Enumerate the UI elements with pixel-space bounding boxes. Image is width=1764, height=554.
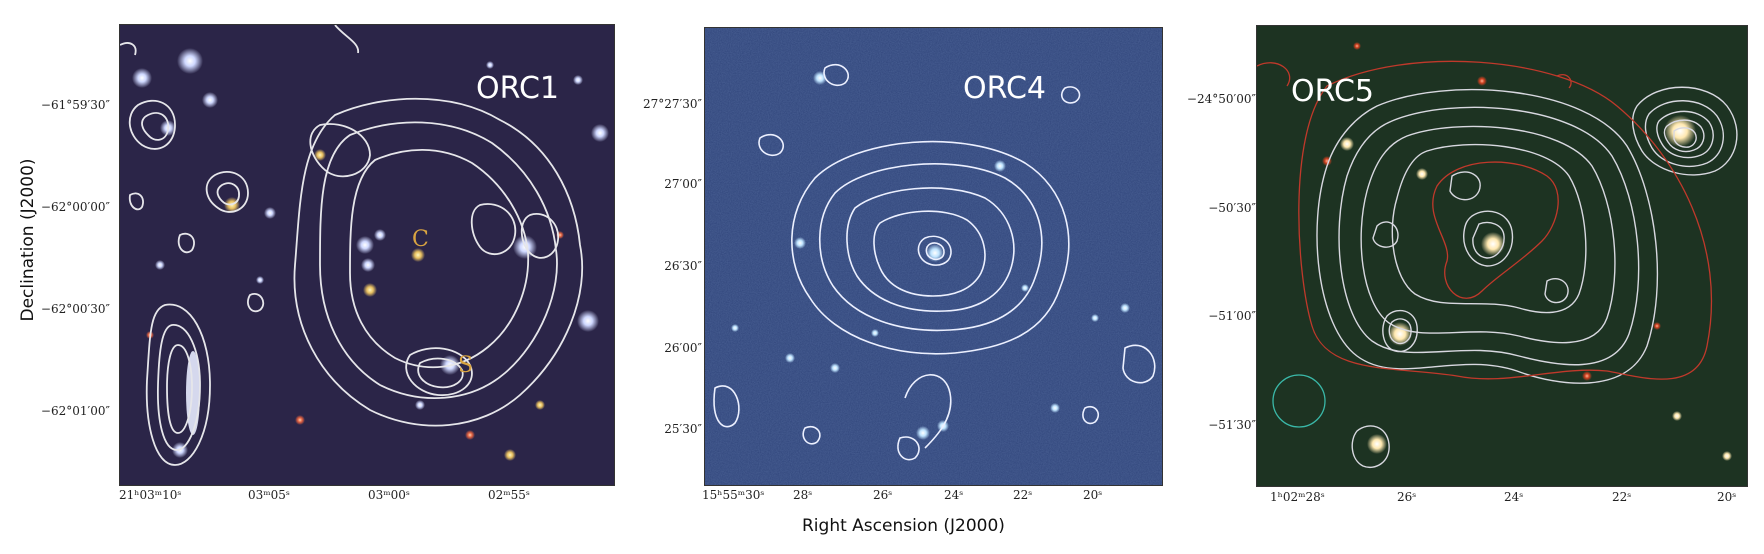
x-tick: 22ˢ xyxy=(1612,490,1632,504)
x-axis-title: Right Ascension (J2000) xyxy=(802,516,1005,536)
radio-contours xyxy=(713,63,1156,461)
radio-contours xyxy=(120,25,584,466)
x-tick: 1ʰ02ᵐ28ˢ xyxy=(1270,490,1325,504)
orc1-image-panel: ORC1 C S xyxy=(119,24,615,486)
x-tick: 26ˢ xyxy=(1397,490,1417,504)
x-tick: 02ᵐ55ˢ xyxy=(488,488,530,502)
orc5-image-panel: ORC5 xyxy=(1256,25,1748,487)
y-tick: −62°00′00″ xyxy=(40,200,110,214)
red-contours xyxy=(1257,60,1713,380)
y-tick: −24°50′00″ xyxy=(1186,92,1256,106)
x-tick: 20ˢ xyxy=(1717,490,1737,504)
y-tick: −61°59′30″ xyxy=(40,98,110,112)
y-tick: 26′30″ xyxy=(664,259,702,273)
orc1-image xyxy=(120,25,614,485)
x-tick: 03ᵐ05ˢ xyxy=(248,488,290,502)
panel-label-orc5: ORC5 xyxy=(1291,74,1374,109)
x-tick: 20ˢ xyxy=(1083,488,1103,502)
panel-label-orc4: ORC4 xyxy=(963,71,1046,106)
x-tick: 03ᵐ00ˢ xyxy=(368,488,410,502)
y-tick: 27′00″ xyxy=(664,177,702,191)
y-axis-title: Declination (J2000) xyxy=(18,158,38,322)
y-tick: −50′30″ xyxy=(1208,201,1256,215)
y-tick: −51′30″ xyxy=(1208,418,1256,432)
x-tick: 26ˢ xyxy=(873,488,893,502)
x-tick: 24ˢ xyxy=(944,488,964,502)
x-tick: 15ʰ55ᵐ30ˢ xyxy=(702,488,765,502)
x-tick: 28ˢ xyxy=(793,488,813,502)
orc4-image-panel: ORC4 xyxy=(704,27,1163,486)
y-tick: −62°00′30″ xyxy=(40,302,110,316)
y-tick: 26′00″ xyxy=(664,341,702,355)
radio-contours xyxy=(1316,86,1738,468)
orc4-image xyxy=(705,28,1162,485)
beam-ellipse xyxy=(1272,374,1326,428)
y-tick: 25′30″ xyxy=(664,422,702,436)
panel-label-orc1: ORC1 xyxy=(476,71,559,106)
orc5-image xyxy=(1257,26,1747,486)
x-tick: 22ˢ xyxy=(1013,488,1033,502)
marker-c: C xyxy=(412,227,429,252)
y-tick: 27°27′30″ xyxy=(642,97,702,111)
stars xyxy=(132,48,609,458)
x-tick: 21ʰ03ᵐ10ˢ xyxy=(119,488,182,502)
y-tick: −62°01′00″ xyxy=(40,404,110,418)
marker-s: S xyxy=(458,353,474,378)
y-tick: −51′00″ xyxy=(1208,309,1256,323)
x-tick: 24ˢ xyxy=(1504,490,1524,504)
